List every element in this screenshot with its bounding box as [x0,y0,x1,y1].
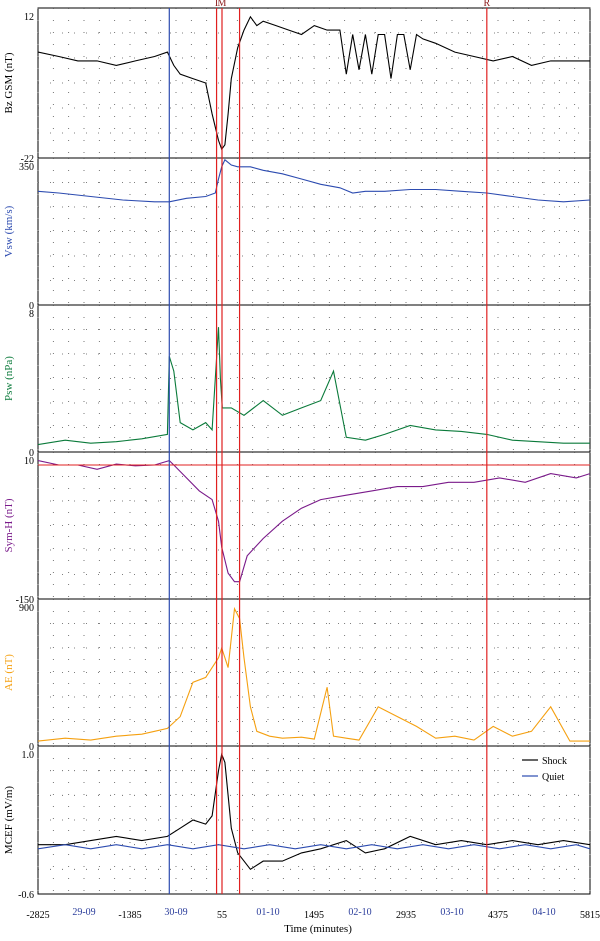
series-line-6-1 [38,752,590,871]
date-label: 04-10 [532,907,555,918]
y-tick-label: 350 [19,162,34,173]
date-label: 02-10 [348,907,371,918]
series-line-1-1 [38,15,590,151]
y-tick-label: 12 [24,12,34,23]
panel-1: 12 -22 Bz GSM (nT) [3,7,591,165]
panel-2: 350 0 Vsw (km/s) [3,157,591,312]
event-marker-label: I [215,0,218,9]
grid-dots [37,746,591,894]
y-axis-label: Bz GSM (nT) [3,52,15,113]
y-tick-label: 8 [29,309,34,320]
x-axis: Time (minutes) -2825 -1385 55 1495 2935 4375 5… [26,907,600,935]
x-tick-label: -1385 [118,910,141,921]
grid-dots [37,305,591,452]
x-tick-label: 4375 [488,910,508,921]
series-line-6-2 [38,844,590,850]
y-tick-label: -0.6 [18,890,34,901]
event-marker-label: M [218,0,227,9]
legend-label: Quiet [542,772,564,783]
event-marker-label: R [483,0,490,9]
panel-5: 900 0 AE (nT) [3,598,591,753]
grid-dots [37,158,591,305]
date-label: 03-10 [440,907,463,918]
x-tick-label: -2825 [26,910,49,921]
x-tick-label: 2935 [396,910,416,921]
y-axis-label: Sym-H (nT) [3,498,15,552]
legend-label: Shock [542,756,567,767]
grid-dots [37,452,591,599]
date-label: 30-09 [164,907,187,918]
panel-6: 1.0 -0.6 MCEF (mV/m) [3,745,591,901]
series-line-2-1 [38,158,590,203]
y-tick-label: 0 [29,301,34,312]
y-axis-label: AE (nT) [3,654,15,691]
y-tick-label: 10 [24,456,34,467]
y-tick-label: 900 [19,603,34,614]
x-tick-label: 55 [217,910,227,921]
legend: Shock Quiet [516,752,582,788]
y-axis-label: Vsw (km/s) [3,205,15,257]
y-axis-label: MCEF (mV/m) [3,786,15,854]
y-tick-label: -22 [21,154,34,165]
date-label: 29-09 [72,907,95,918]
y-tick-label: 0 [29,448,34,459]
x-tick-label: 1495 [304,910,324,921]
grid-dots [37,8,591,158]
x-axis-label: Time (minutes) [284,923,352,935]
series-line-4-1 [38,459,590,583]
legend-box [516,752,582,788]
y-axis-label: Psw (nPa) [3,356,15,401]
panel-4: 10 -150 Sym-H (nT) [3,451,591,606]
y-tick-label: 0 [29,742,34,753]
y-tick-label: -150 [16,595,34,606]
grid-dots [37,599,591,746]
series-line-3-1 [38,327,590,446]
date-label: 01-10 [256,907,279,918]
x-tick-label: 5815 [580,910,600,921]
y-tick-label: 1.0 [22,750,35,761]
